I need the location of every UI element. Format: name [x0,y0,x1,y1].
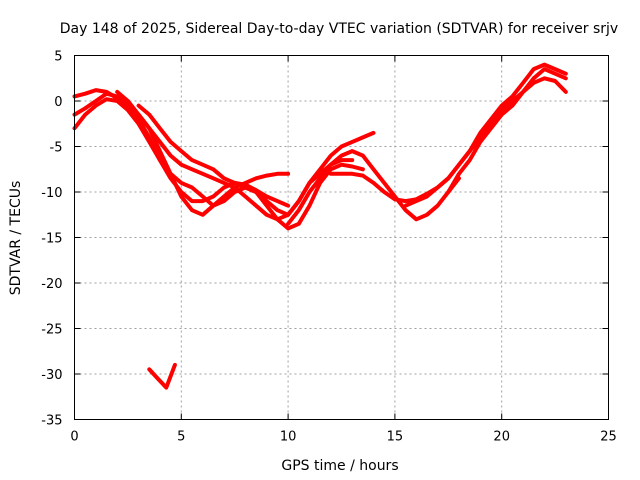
y-tick-label: -25 [41,323,62,338]
series-line-trace-8 [403,62,568,208]
x-tick-label: 15 [387,430,404,445]
y-tick-label: -10 [41,186,62,201]
series-line-trace-5 [136,103,376,217]
series-line-trace-4 [115,89,355,222]
x-tick-label: 5 [177,430,185,445]
y-tick-label: -15 [41,232,62,247]
x-tick-label: 25 [600,430,617,445]
series-line-trace-10 [147,362,177,390]
chart-title: Day 148 of 2025, Sidereal Day-to-day VTE… [60,21,618,37]
y-tick-label: -5 [50,141,63,156]
ticks: 0 5 10 15 20 25 5 0 -5 -10 -15 -20 -25 -30 -35 [41,50,617,445]
y-tick-label: -20 [41,277,62,292]
grid [74,55,609,420]
y-tick-label: -35 [41,414,62,429]
y-tick-label: 0 [54,95,62,110]
y-axis-label: SDTVAR / TECUs [8,181,24,296]
series-line-trace-9 [446,76,568,194]
series-line-trace-3 [72,97,365,231]
x-tick-label: 0 [70,430,78,445]
x-axis-label: GPS time / hours [281,458,398,474]
x-tick-label: 20 [493,430,510,445]
y-tick-label: -30 [41,368,62,383]
series-layer [72,62,568,390]
x-tick-label: 10 [280,430,297,445]
y-tick-label: 5 [54,50,62,65]
series-line-trace-6 [286,149,461,226]
